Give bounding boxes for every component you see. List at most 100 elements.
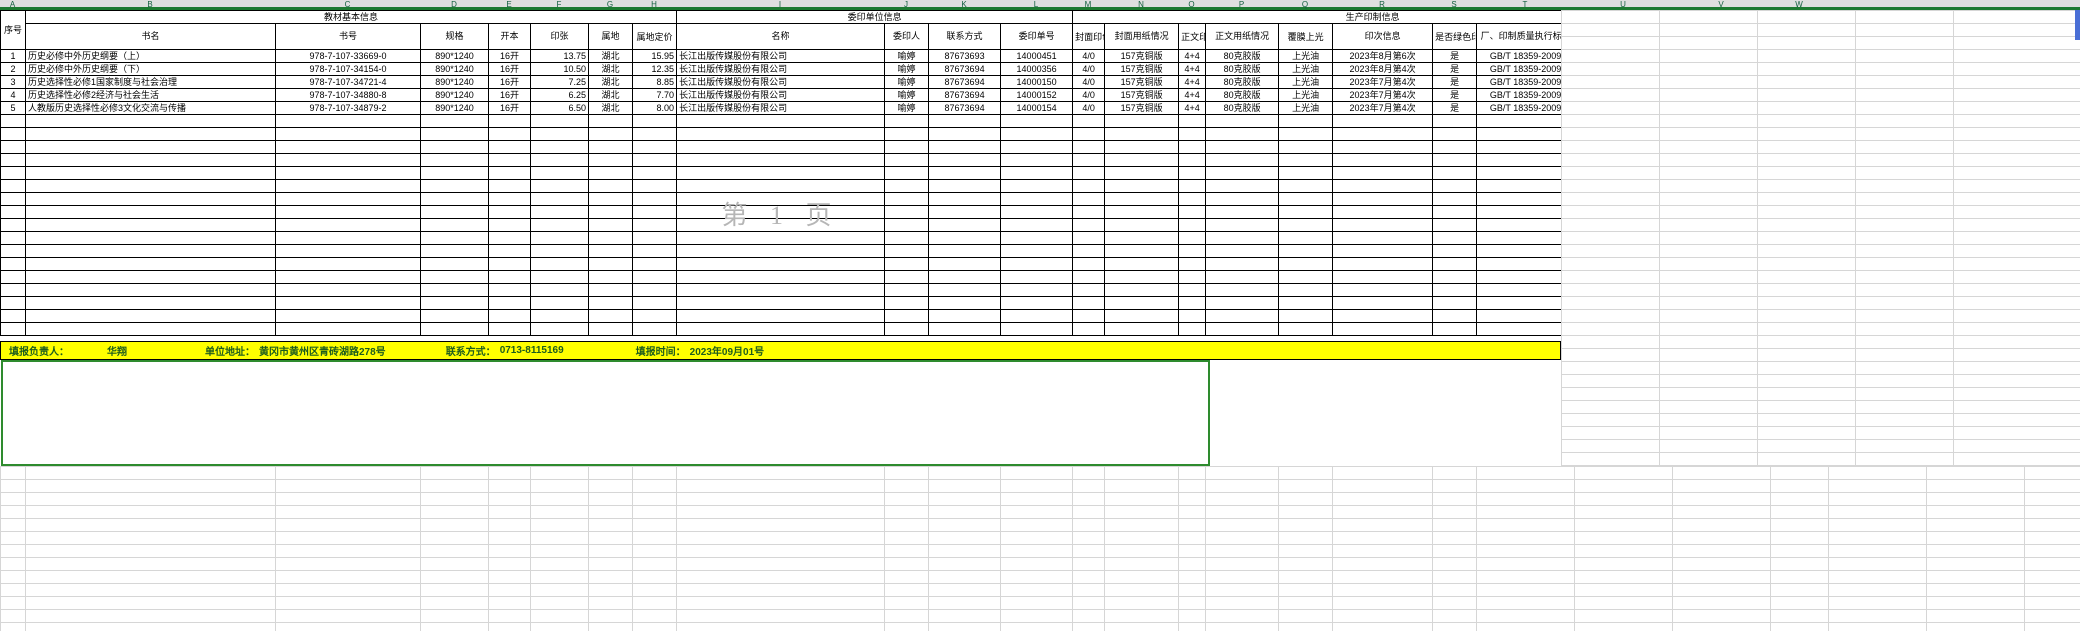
empty-cell[interactable] [530,114,589,128]
empty-cell[interactable] [1770,583,1829,597]
empty-cell[interactable] [488,166,531,180]
empty-cell[interactable] [1476,244,1576,258]
empty-cell[interactable] [0,218,26,232]
empty-cell[interactable] [1855,62,1954,76]
empty-cell[interactable] [1659,62,1758,76]
empty-cell[interactable] [1072,140,1106,154]
empty-cell[interactable] [1104,570,1179,584]
empty-cell[interactable] [1278,153,1334,167]
empty-cell[interactable] [1332,218,1434,232]
empty-cell[interactable] [1332,244,1434,258]
empty-cell[interactable] [1659,296,1758,310]
empty-cell[interactable] [928,309,1002,323]
empty-cell[interactable] [1855,374,1954,388]
empty-cell[interactable] [1757,270,1856,284]
empty-cell[interactable] [1104,557,1179,571]
empty-cell[interactable] [676,218,886,232]
cell-开本[interactable]: 16开 [488,75,531,89]
empty-cell[interactable] [530,140,589,154]
empty-cell[interactable] [1278,466,1333,480]
empty-cell[interactable] [1757,426,1856,440]
column-header-属地定价[interactable]: 属地定价 [631,23,678,50]
header-cell-serial[interactable]: 序号 [0,10,26,50]
empty-cell[interactable] [632,570,677,584]
empty-cell[interactable] [1828,518,1927,532]
empty-row[interactable] [0,296,1830,310]
empty-cell[interactable] [588,570,633,584]
empty-cell[interactable] [1757,140,1856,154]
empty-row[interactable] [0,218,1830,232]
empty-cell[interactable] [1104,309,1180,323]
empty-cell[interactable] [676,309,886,323]
empty-cell[interactable] [1000,257,1074,271]
empty-cell[interactable] [676,583,885,597]
empty-cell[interactable] [1476,296,1576,310]
column-header-P[interactable]: P [1238,0,1245,9]
empty-cell[interactable] [1104,192,1180,206]
empty-cell[interactable] [1953,49,2080,63]
empty-cell[interactable] [1104,140,1180,154]
empty-cell[interactable] [1278,205,1334,219]
empty-cell[interactable] [2024,583,2080,597]
empty-cell[interactable] [1574,544,1673,558]
empty-cell[interactable] [1659,257,1758,271]
empty-cell[interactable] [0,518,26,532]
empty-cell[interactable] [1178,466,1206,480]
empty-cell[interactable] [1332,296,1434,310]
empty-cell[interactable] [1476,583,1575,597]
empty-cell[interactable] [530,309,589,323]
empty-cell[interactable] [1000,583,1073,597]
empty-cell[interactable] [1855,88,1954,102]
empty-cell[interactable] [530,583,589,597]
empty-cell[interactable] [1432,296,1478,310]
empty-cell[interactable] [25,466,276,480]
empty-cell[interactable] [1278,609,1333,623]
empty-cell[interactable] [275,257,421,271]
empty-cell[interactable] [1205,322,1280,336]
empty-cell[interactable] [1104,492,1179,506]
empty-cell[interactable] [928,544,1001,558]
empty-cell[interactable] [884,309,930,323]
empty-cell[interactable] [1432,479,1477,493]
cell-委印单号[interactable]: 14000451 [1000,49,1074,63]
empty-cell[interactable] [420,492,489,506]
empty-cell[interactable] [1476,309,1576,323]
empty-cell[interactable] [884,231,930,245]
empty-cell[interactable] [1953,140,2080,154]
cell-委印人[interactable]: 喻婷 [884,88,930,102]
empty-cell[interactable] [1855,335,1954,349]
empty-cell[interactable] [631,309,678,323]
empty-cell[interactable] [1757,218,1856,232]
cell-正文印色[interactable]: 4+4 [1178,88,1207,102]
empty-cell[interactable] [884,140,930,154]
empty-cell[interactable] [1178,570,1206,584]
empty-cell[interactable] [1332,179,1434,193]
empty-cell[interactable] [676,257,886,271]
empty-cell[interactable] [530,544,589,558]
empty-cell[interactable] [676,570,885,584]
empty-cell[interactable] [530,166,589,180]
empty-cell[interactable] [1672,505,1771,519]
empty-cell[interactable] [1757,75,1856,89]
empty-cell[interactable] [676,518,885,532]
cell-印张[interactable]: 6.25 [530,88,589,102]
empty-cell[interactable] [1953,75,2080,89]
empty-cell[interactable] [1205,244,1280,258]
empty-cell[interactable] [1561,387,1660,401]
empty-cell[interactable] [1855,179,1954,193]
empty-cell[interactable] [928,270,1002,284]
right-empty-row[interactable] [1561,192,2080,206]
empty-cell[interactable] [1332,466,1433,480]
empty-cell[interactable] [25,231,276,245]
cell-委印单号[interactable]: 14000154 [1000,101,1074,115]
empty-cell[interactable] [1672,479,1771,493]
cell-书名[interactable]: 历史必修中外历史纲要（上） [25,49,276,63]
empty-cell[interactable] [1278,192,1334,206]
empty-cell[interactable] [1757,179,1856,193]
empty-cell[interactable] [1072,570,1105,584]
empty-cell[interactable] [1953,413,2080,427]
empty-cell[interactable] [884,322,930,336]
empty-cell[interactable] [275,609,421,623]
empty-cell[interactable] [530,244,589,258]
empty-cell[interactable] [1178,479,1206,493]
